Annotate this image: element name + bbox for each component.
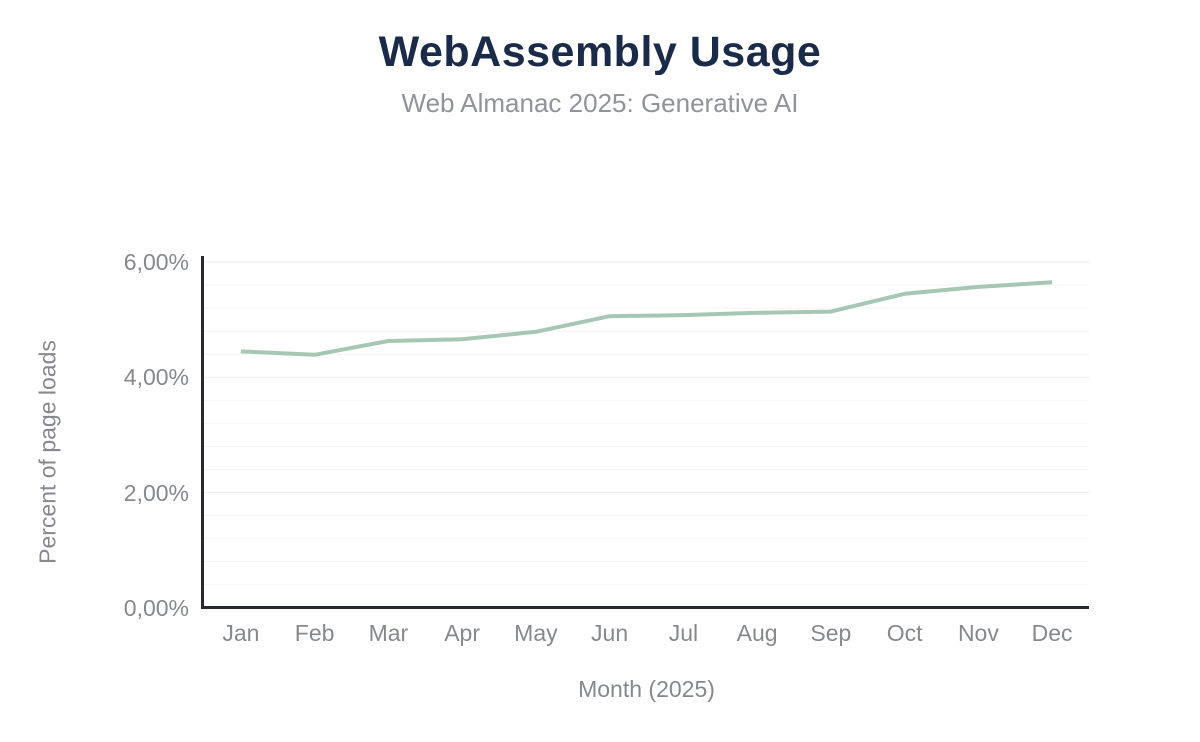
x-tick-label: Dec	[1031, 620, 1073, 646]
y-tick-label: 6,00%	[123, 249, 189, 276]
x-tick-label: Jun	[591, 620, 629, 646]
y-tick-label: 2,00%	[123, 479, 189, 506]
chart-subtitle: Web Almanac 2025: Generative AI	[401, 88, 799, 118]
data-line-series	[240, 280, 1053, 357]
x-axis-title: Month (2025)	[578, 676, 715, 702]
y-tick-label: 4,00%	[123, 364, 189, 391]
x-tick-label: Jul	[668, 620, 699, 646]
y-axis-title: Percent of page loads	[34, 340, 61, 564]
y-tick-label: 0,00%	[123, 594, 189, 621]
x-tick-label: Oct	[886, 620, 923, 646]
x-tick-label: Jan	[222, 620, 260, 646]
x-tick-label: Mar	[368, 620, 409, 646]
x-tick-label: Feb	[294, 620, 335, 646]
chart-title: WebAssembly Usage	[378, 28, 822, 76]
x-tick-label: Apr	[444, 620, 480, 646]
x-tick-label: May	[514, 620, 558, 646]
x-tick-label: Aug	[736, 620, 778, 646]
x-tick-label: Nov	[957, 620, 999, 646]
x-tick-label: Sep	[810, 620, 852, 646]
